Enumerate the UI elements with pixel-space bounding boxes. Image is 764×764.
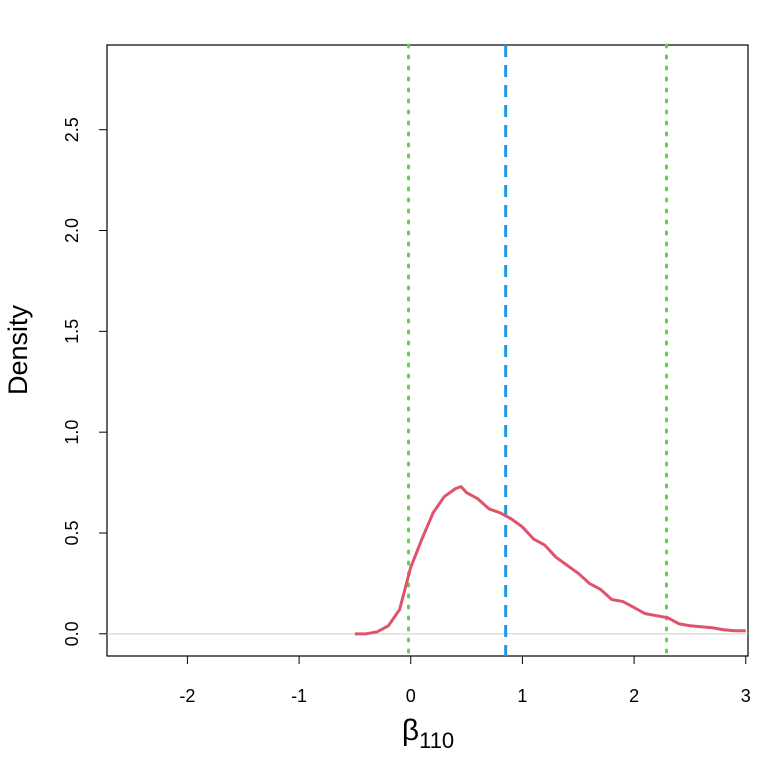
x-axis-label: β110 — [402, 714, 454, 753]
x-tick-label: 1 — [517, 686, 527, 706]
y-tick-label: 0.0 — [62, 621, 82, 646]
y-tick-label: 2.5 — [62, 117, 82, 142]
x-label-symbol: β — [402, 714, 419, 747]
y-tick-label: 1.5 — [62, 319, 82, 344]
x-tick-label: 0 — [406, 686, 416, 706]
x-tick-label: 3 — [741, 686, 751, 706]
x-label-subscript: 110 — [419, 728, 454, 753]
y-tick-label: 0.5 — [62, 520, 82, 545]
x-tick-label: -2 — [179, 686, 195, 706]
plot-frame — [106, 44, 749, 657]
x-tick-label: -1 — [291, 686, 307, 706]
y-axis-label: Density — [3, 304, 33, 395]
y-tick-label: 1.0 — [62, 420, 82, 445]
x-tick-label: 2 — [629, 686, 639, 706]
density-line — [354, 485, 746, 636]
y-tick-label: 2.0 — [62, 218, 82, 243]
